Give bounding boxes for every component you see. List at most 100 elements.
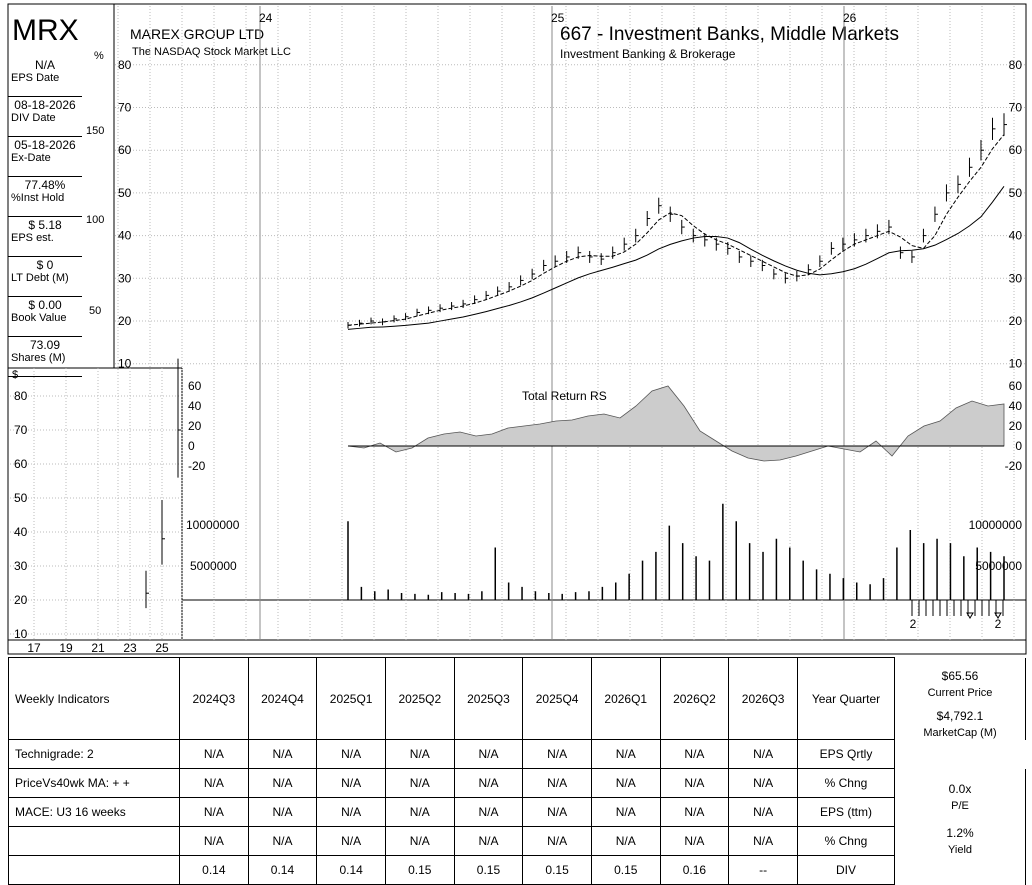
table-cell: N/A [728,739,798,769]
sidebar-stat-label: LT Debt (M) [11,272,69,284]
rs-axis-tick-right: 40 [1009,399,1023,413]
percent-axis-tick: 100 [86,214,105,226]
yield-label: Yield [947,843,973,856]
table-cell: N/A [728,768,798,798]
price-axis-tick-left: 20 [118,314,132,328]
table-cell: N/A [453,768,524,798]
price-axis-tick-right: 80 [1009,58,1023,72]
table-cell: 0.14 [179,855,249,885]
mini-x-tick: 23 [123,641,137,655]
rs-axis-tick-right: 60 [1009,379,1023,393]
table-cell: N/A [590,739,661,769]
table-cell: N/A [384,797,455,827]
table-cell: N/A [316,739,386,769]
table-cell: 0.15 [522,855,592,885]
rs-title: Total Return RS [522,389,607,403]
table-row: N/A N/A N/A N/A N/A N/A N/A N/A N/A% Chng [8,826,1026,856]
mini-x-tick: 17 [27,641,41,655]
metric-label: % Chng [797,826,895,856]
price-axis-tick-right: 50 [1009,186,1023,200]
sidebar-stat: 08-18-2026 DIV Date [8,98,82,137]
price-axis-tick-right: 40 [1009,229,1023,243]
indicator-label: Technigrade: 2 [8,739,180,769]
sidebar-stat-value: $ 0.00 [28,298,62,312]
mini-y-tick: 40 [14,525,28,539]
table-cell: N/A [659,739,730,769]
exchange-name: The NASDAQ Stock Market LLC [132,46,291,58]
volume-marker: 2 [910,617,917,631]
current-price: $65.56 [941,668,979,683]
rs-axis-tick-left: 40 [188,399,202,413]
quarter-header: 2025Q1 [316,657,386,740]
table-cell: N/A [590,797,661,827]
sidebar-stat-label: Shares (M) [11,352,66,364]
quarter-header: 2026Q3 [728,657,798,740]
indicator-label [8,855,180,885]
mini-y-tick: 60 [14,457,28,471]
current-price-label: Current Price [927,686,993,699]
sidebar-stat-value: 73.09 [29,338,61,352]
sidebar-stat-label: Ex-Date [11,152,51,164]
price-axis-tick-right: 60 [1009,143,1023,157]
sidebar-stat-label: %Inst Hold [11,192,65,204]
chart-frame [7,3,1027,655]
sidebar-stat-value: 77.48% [24,178,66,192]
table-cell: N/A [522,739,592,769]
price-axis-tick-right: 30 [1009,271,1023,285]
down-arrow-icon [966,612,974,619]
table-cell: N/A [247,739,318,769]
market-cap: $4,792.1 [936,708,984,723]
rs-axis-tick-right: 0 [1015,439,1022,453]
price-axis-tick-right: 70 [1009,101,1023,115]
quarter-header: 2025Q4 [522,657,592,740]
volume-axis-tick-left: 10000000 [186,518,240,532]
metric-label: EPS Qrtly [797,739,895,769]
table-row: Technigrade: 2 N/A N/A N/A N/A N/A N/A N/A N/A N/… [8,739,1026,769]
table-cell: N/A [659,768,730,798]
sidebar-stat: 77.48% %Inst Hold [8,178,82,217]
ticker-symbol: MRX [12,14,79,47]
year-label: 26 [843,11,857,25]
sidebar-stat: 05-18-2026 Ex-Date [8,138,82,177]
mini-y-tick: 10 [14,627,28,641]
quarter-header: 2026Q2 [659,657,730,740]
table-cell: N/A [247,768,318,798]
sidebar-stat-label: EPS est. [11,232,54,244]
price-axis-tick-left: 50 [118,186,132,200]
table-cell: N/A [247,826,318,856]
rs-axis-tick-left: 20 [188,419,202,433]
sidebar-stat: $ 0.00 Book Value [8,298,82,337]
market-cap-label: MarketCap (M) [923,726,997,739]
table-cell: N/A [384,826,455,856]
table-cell: N/A [179,739,249,769]
table-cell: N/A [590,826,661,856]
quarter-header: 2024Q3 [179,657,249,740]
percent-axis-unit: % [94,50,104,62]
table-cell: N/A [179,768,249,798]
table-cell: N/A [384,768,455,798]
table-cell: N/A [247,797,318,827]
percent-axis-tick: 150 [86,125,105,137]
indicator-label: MACE: U3 16 weeks [8,797,180,827]
sidebar-stat-label: Book Value [11,312,67,324]
year-quarter-header: Year Quarter [797,657,895,740]
indicator-label: PriceVs40wk MA: + + [8,768,180,798]
indicator-label [8,826,180,856]
table-cell: N/A [384,739,455,769]
rs-axis-tick-left: -20 [188,459,206,473]
sidebar-stat-label: DIV Date [11,112,56,124]
price-axis-tick-right: 10 [1009,357,1023,371]
price-axis-tick-left: 40 [118,229,132,243]
percent-axis-tick: 50 [89,305,102,317]
mini-chart-unit: $ [12,369,19,381]
sidebar-stat-value: $ 5.18 [28,218,62,232]
table-cell: N/A [728,826,798,856]
rs-axis-tick-right: 20 [1009,419,1023,433]
table-cell: N/A [522,797,592,827]
mini-x-tick: 25 [155,641,169,655]
table-cell: 0.14 [247,855,318,885]
down-arrow-icon [994,612,1002,619]
mini-y-tick: 80 [14,389,28,403]
rs-axis-tick-right: -20 [1005,459,1023,473]
